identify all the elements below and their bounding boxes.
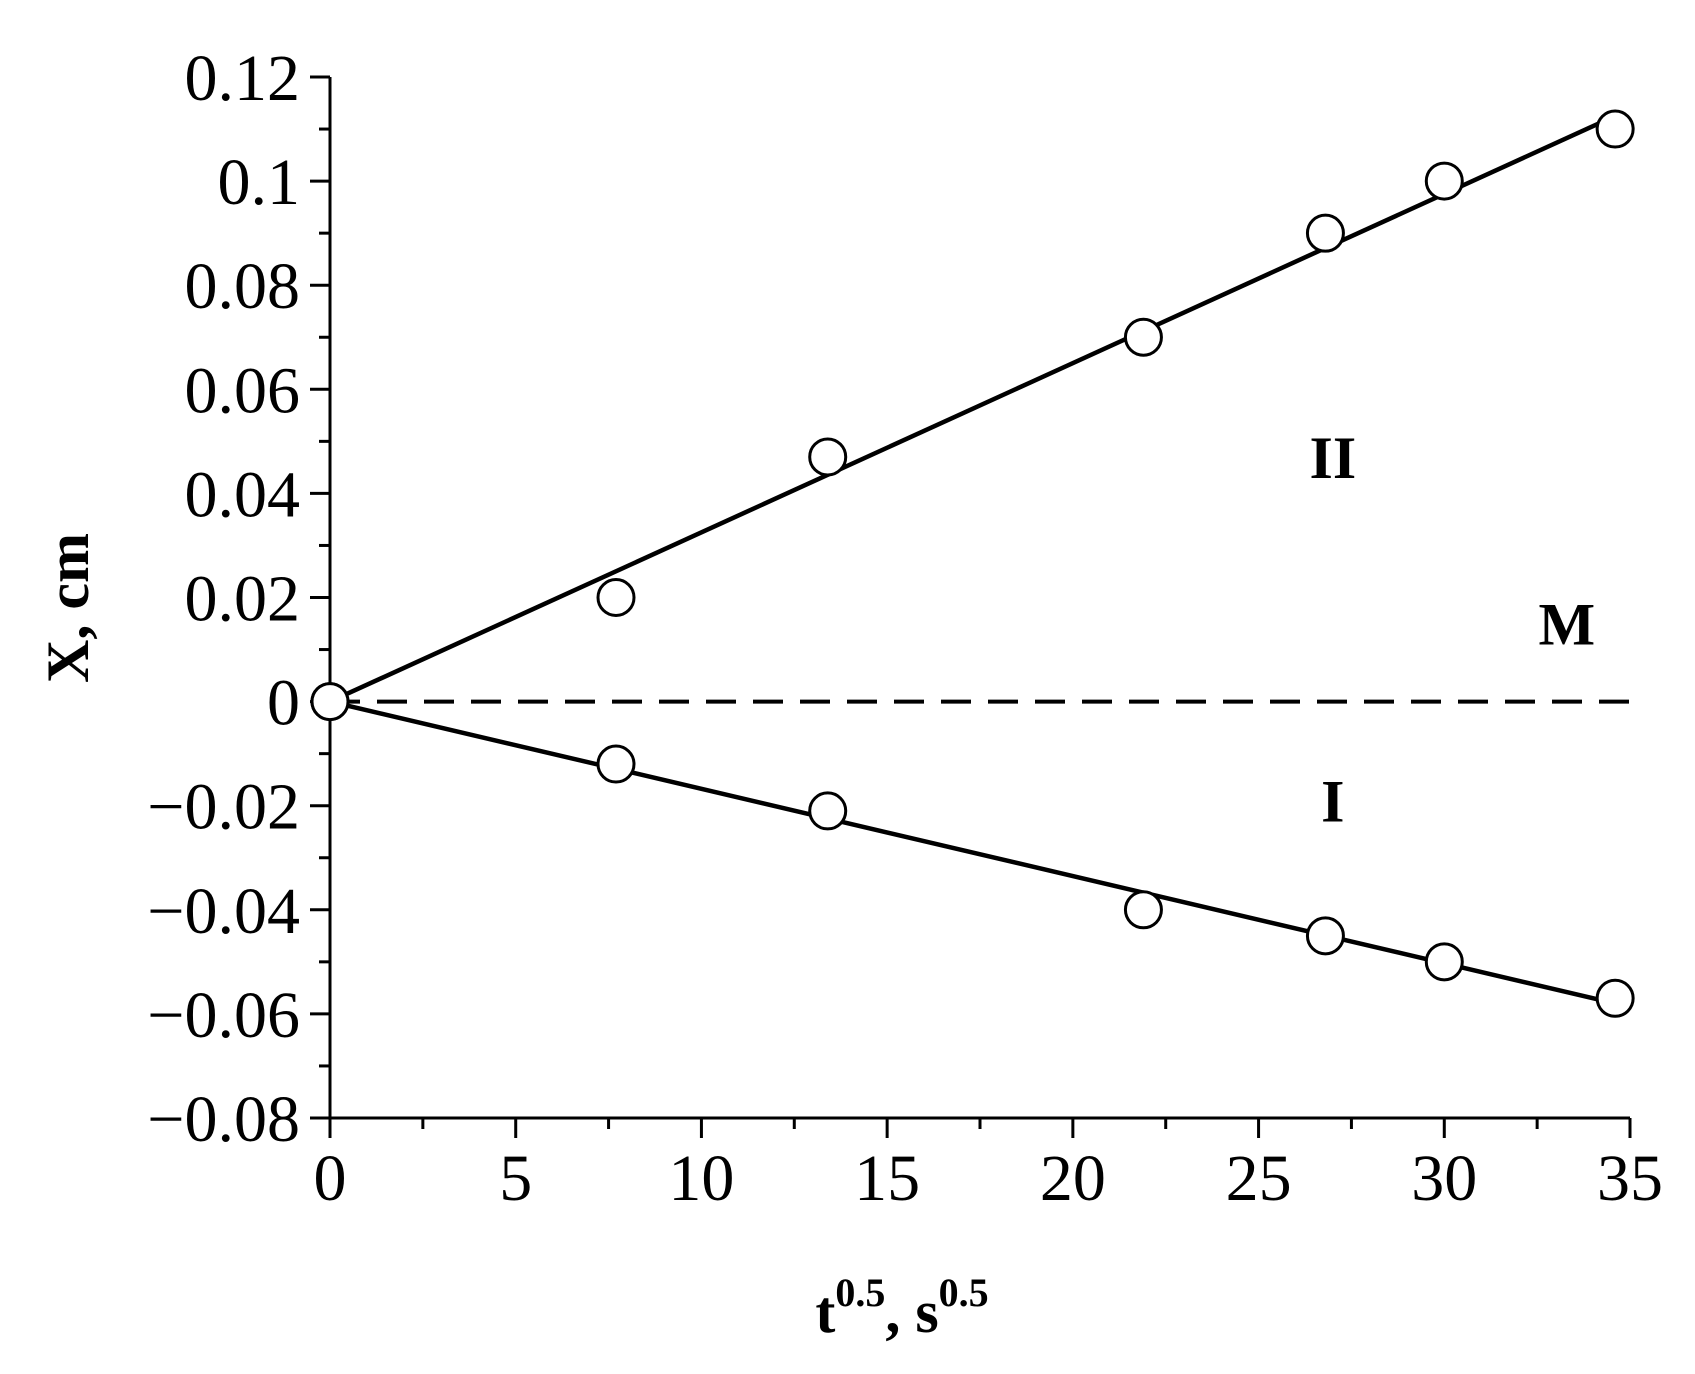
x-axis-title: t0.5, s0.5 <box>815 1270 988 1345</box>
x-axis-title-base: t <box>815 1279 835 1345</box>
y-tick-label: 0.12 <box>185 42 301 115</box>
data-point-series-2 <box>808 791 848 831</box>
x-tick-label: 0 <box>314 1142 347 1215</box>
fit-lines <box>329 113 1617 1006</box>
y-tick-label: −0.06 <box>147 979 300 1052</box>
data-point-series-2 <box>1305 916 1345 956</box>
axes: −0.08 −0.06 −0.04 −0.02 0 0.02 0.04 0.06 0.08 0.1… <box>147 42 1663 1215</box>
x-tick-label: 20 <box>1040 1142 1106 1215</box>
data-points <box>310 109 1635 1018</box>
y-tick-label: 0.02 <box>185 563 301 636</box>
data-point-series-2 <box>1424 942 1464 982</box>
data-point-series-1 <box>1424 161 1464 201</box>
fit-line-2 <box>329 699 1616 1006</box>
data-point-series-1 <box>1123 317 1163 357</box>
x-axis-title-mid: , s <box>885 1279 938 1345</box>
fit-line-1 <box>329 113 1617 704</box>
x-axis-title-sup2: 0.5 <box>939 1270 989 1315</box>
x-tick-label: 5 <box>499 1142 532 1215</box>
y-axis-title: X, cm <box>35 533 101 683</box>
data-point-series-2 <box>596 744 636 784</box>
data-point-series-1 <box>1595 109 1635 149</box>
y-tick-label: −0.08 <box>147 1083 300 1156</box>
region-label: II <box>1310 425 1357 491</box>
y-tick-label: −0.04 <box>147 875 300 948</box>
region-label: M <box>1539 591 1596 657</box>
data-point-series-2 <box>310 682 350 722</box>
y-tick-label: 0.04 <box>185 458 301 531</box>
data-point-series-1 <box>1305 213 1345 253</box>
y-tick-label: 0 <box>267 667 300 740</box>
x-tick-label: 15 <box>854 1142 920 1215</box>
y-tick-label: 0.08 <box>185 250 301 323</box>
region-labels: II M I <box>1310 425 1596 835</box>
y-tick-label: 0.06 <box>185 354 301 427</box>
data-point-series-1 <box>596 578 636 617</box>
region-label: I <box>1321 768 1344 834</box>
data-point-series-2 <box>1595 978 1635 1018</box>
x-tick-label: 35 <box>1597 1142 1663 1215</box>
data-point-series-1 <box>808 437 848 477</box>
x-tick-label: 30 <box>1411 1142 1477 1215</box>
y-tick-label: 0.1 <box>218 146 301 219</box>
data-point-series-2 <box>1123 890 1163 930</box>
x-tick-label: 25 <box>1226 1142 1292 1215</box>
y-tick-label: −0.02 <box>147 771 300 844</box>
x-tick-label: 10 <box>668 1142 734 1215</box>
x-axis-title-sup1: 0.5 <box>835 1270 885 1315</box>
